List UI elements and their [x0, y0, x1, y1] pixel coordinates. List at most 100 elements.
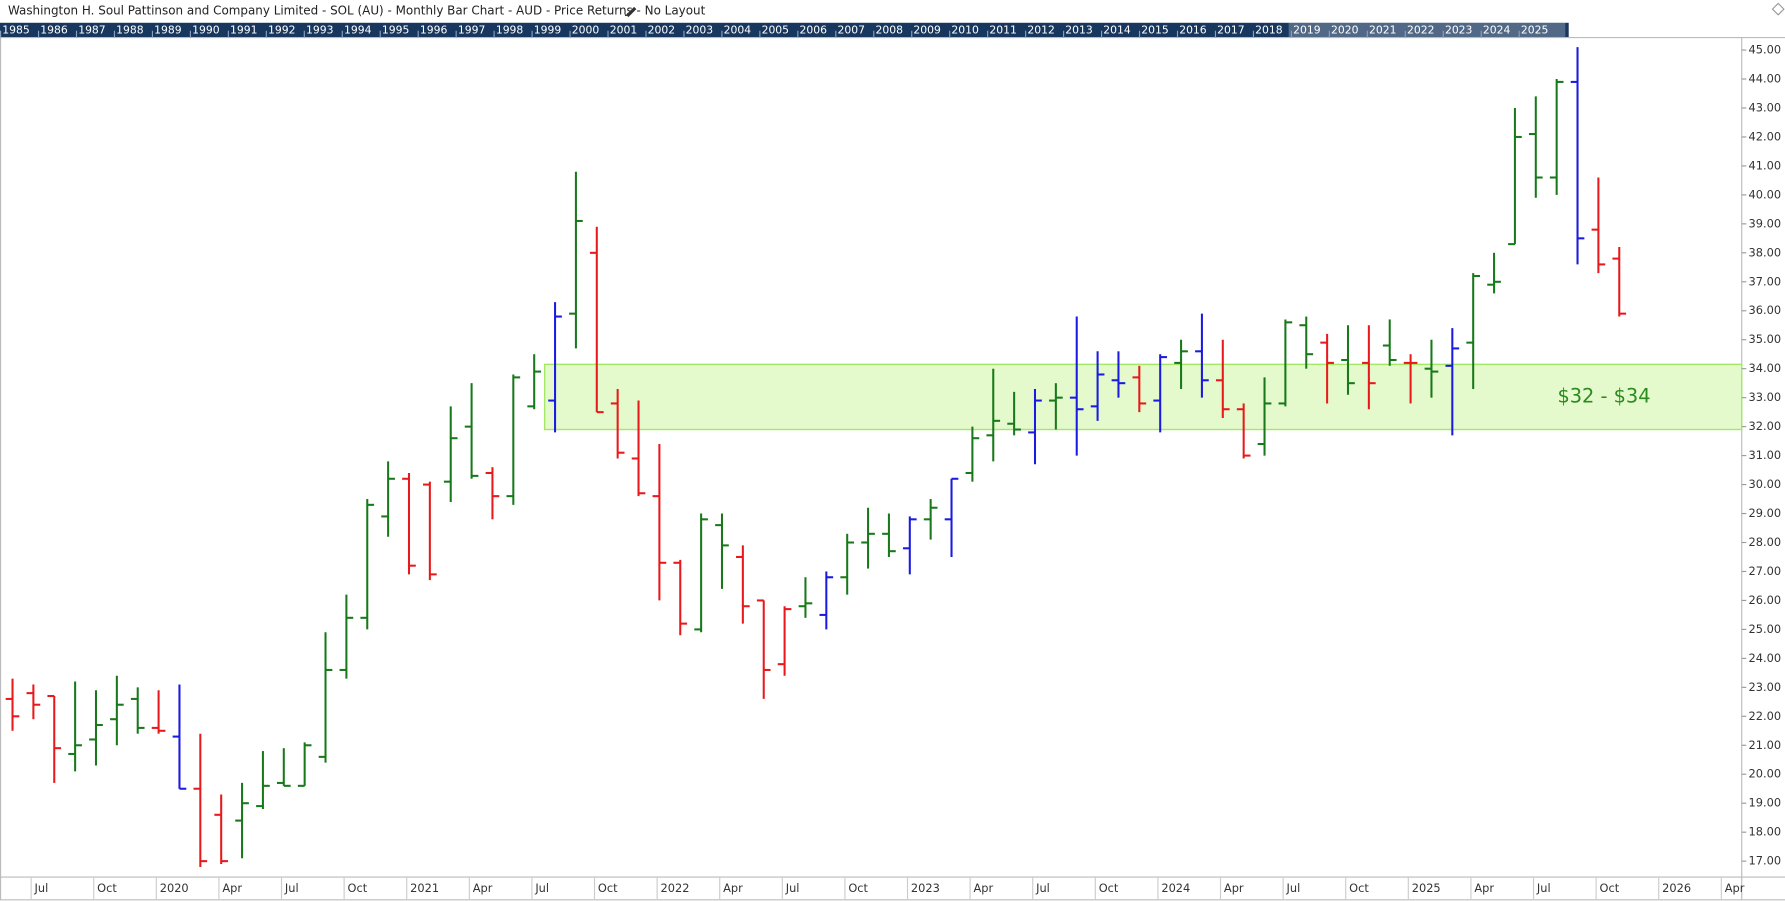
year-label: 2023 — [1445, 24, 1472, 37]
year-label: 1994 — [344, 24, 372, 37]
x-tick-label: Oct — [348, 881, 368, 895]
year-label: 1993 — [306, 24, 333, 37]
year-label: 2014 — [1103, 24, 1131, 37]
year-label: 2000 — [572, 24, 600, 37]
y-tick-label: 28.00 — [1749, 535, 1782, 549]
y-tick-label: 32.00 — [1749, 419, 1782, 433]
year-label: 2008 — [875, 24, 903, 37]
year-label: 2025 — [1521, 24, 1548, 37]
year-label: 1996 — [420, 24, 448, 37]
y-tick-label: 23.00 — [1749, 680, 1782, 694]
x-tick-label: 2026 — [1662, 881, 1691, 895]
x-tick-label: 2024 — [1161, 881, 1190, 895]
x-tick-label: 2020 — [160, 881, 189, 895]
year-label: 2021 — [1369, 24, 1396, 37]
year-label: 2001 — [610, 24, 637, 37]
y-tick-label: 34.00 — [1749, 361, 1782, 375]
x-tick-label: 2021 — [410, 881, 439, 895]
year-label: 1986 — [40, 24, 68, 37]
y-tick-label: 20.00 — [1749, 767, 1782, 781]
y-tick-label: 17.00 — [1749, 854, 1782, 868]
y-tick-label: 39.00 — [1749, 216, 1782, 230]
year-label: 2019 — [1293, 24, 1321, 37]
year-label: 1985 — [2, 24, 29, 37]
x-tick-label: 2023 — [911, 881, 940, 895]
x-tick-label: Apr — [1474, 881, 1494, 895]
x-tick-label: 2025 — [1412, 881, 1441, 895]
year-label: 1989 — [154, 24, 182, 37]
y-tick-label: 45.00 — [1749, 43, 1782, 57]
y-tick-label: 26.00 — [1749, 593, 1782, 607]
y-tick-label: 36.00 — [1749, 303, 1782, 317]
zone-label: $32 - $34 — [1557, 384, 1650, 407]
y-tick-label: 37.00 — [1749, 274, 1782, 288]
x-tick-label: Oct — [848, 881, 868, 895]
x-tick-label: Oct — [97, 881, 117, 895]
y-tick-label: 40.00 — [1749, 187, 1782, 201]
y-tick-label: 25.00 — [1749, 622, 1782, 636]
year-strip[interactable] — [0, 22, 1569, 38]
year-strip-window[interactable] — [1288, 22, 1566, 38]
y-tick-label: 22.00 — [1749, 709, 1782, 723]
year-label: 2011 — [989, 24, 1016, 37]
x-tick-label: Apr — [1725, 881, 1745, 895]
year-label: 2005 — [762, 24, 789, 37]
x-tick-label: Apr — [723, 881, 743, 895]
y-tick-label: 33.00 — [1749, 390, 1782, 404]
y-tick-label: 42.00 — [1749, 129, 1782, 143]
year-label: 2018 — [1255, 24, 1283, 37]
year-label: 2020 — [1331, 24, 1359, 37]
x-tick-label: Oct — [1099, 881, 1119, 895]
year-label: 1992 — [268, 24, 295, 37]
year-label: 1998 — [496, 24, 524, 37]
y-tick-label: 30.00 — [1749, 477, 1782, 491]
year-label: 1995 — [382, 24, 409, 37]
year-label: 1991 — [230, 24, 257, 37]
x-tick-label: Jul — [785, 881, 800, 895]
x-tick-label: Oct — [598, 881, 618, 895]
year-label: 2024 — [1483, 24, 1511, 37]
year-label: 2015 — [1141, 24, 1168, 37]
year-label: 1988 — [116, 24, 144, 37]
year-label: 1999 — [534, 24, 562, 37]
year-label: 2004 — [724, 24, 752, 37]
y-tick-label: 41.00 — [1749, 158, 1782, 172]
y-tick-label: 19.00 — [1749, 796, 1782, 810]
year-label: 1997 — [458, 24, 485, 37]
x-tick-label: 2022 — [661, 881, 690, 895]
y-tick-label: 27.00 — [1749, 564, 1782, 578]
x-tick-label: Apr — [1224, 881, 1244, 895]
x-tick-label: Oct — [1600, 881, 1620, 895]
chart-title: Washington H. Soul Pattinson and Company… — [8, 3, 706, 17]
year-label: 1987 — [78, 24, 105, 37]
x-tick-label: Jul — [284, 881, 299, 895]
year-label: 2012 — [1027, 24, 1054, 37]
x-tick-label: Apr — [222, 881, 242, 895]
y-tick-label: 18.00 — [1749, 825, 1782, 839]
y-tick-label: 44.00 — [1749, 72, 1782, 86]
y-tick-label: 35.00 — [1749, 332, 1782, 346]
year-label: 2010 — [951, 24, 979, 37]
edit-icon[interactable] — [624, 6, 637, 18]
year-label: 2007 — [838, 24, 865, 37]
year-label: 2002 — [648, 24, 675, 37]
year-label: 2003 — [686, 24, 713, 37]
year-label: 2017 — [1217, 24, 1244, 37]
x-tick-label: Jul — [1286, 881, 1301, 895]
y-tick-label: 24.00 — [1749, 651, 1782, 665]
x-tick-label: Jul — [1536, 881, 1551, 895]
year-label: 2016 — [1179, 24, 1207, 37]
corner-icon[interactable] — [1771, 2, 1785, 16]
x-tick-label: Oct — [1349, 881, 1369, 895]
support-zone — [543, 363, 1743, 431]
x-tick-label: Jul — [34, 881, 49, 895]
year-label: 2006 — [800, 24, 828, 37]
y-tick-label: 29.00 — [1749, 506, 1782, 520]
year-label: 2009 — [913, 24, 941, 37]
x-tick-label: Apr — [974, 881, 994, 895]
x-tick-label: Jul — [1035, 881, 1050, 895]
year-label: 2013 — [1065, 24, 1092, 37]
